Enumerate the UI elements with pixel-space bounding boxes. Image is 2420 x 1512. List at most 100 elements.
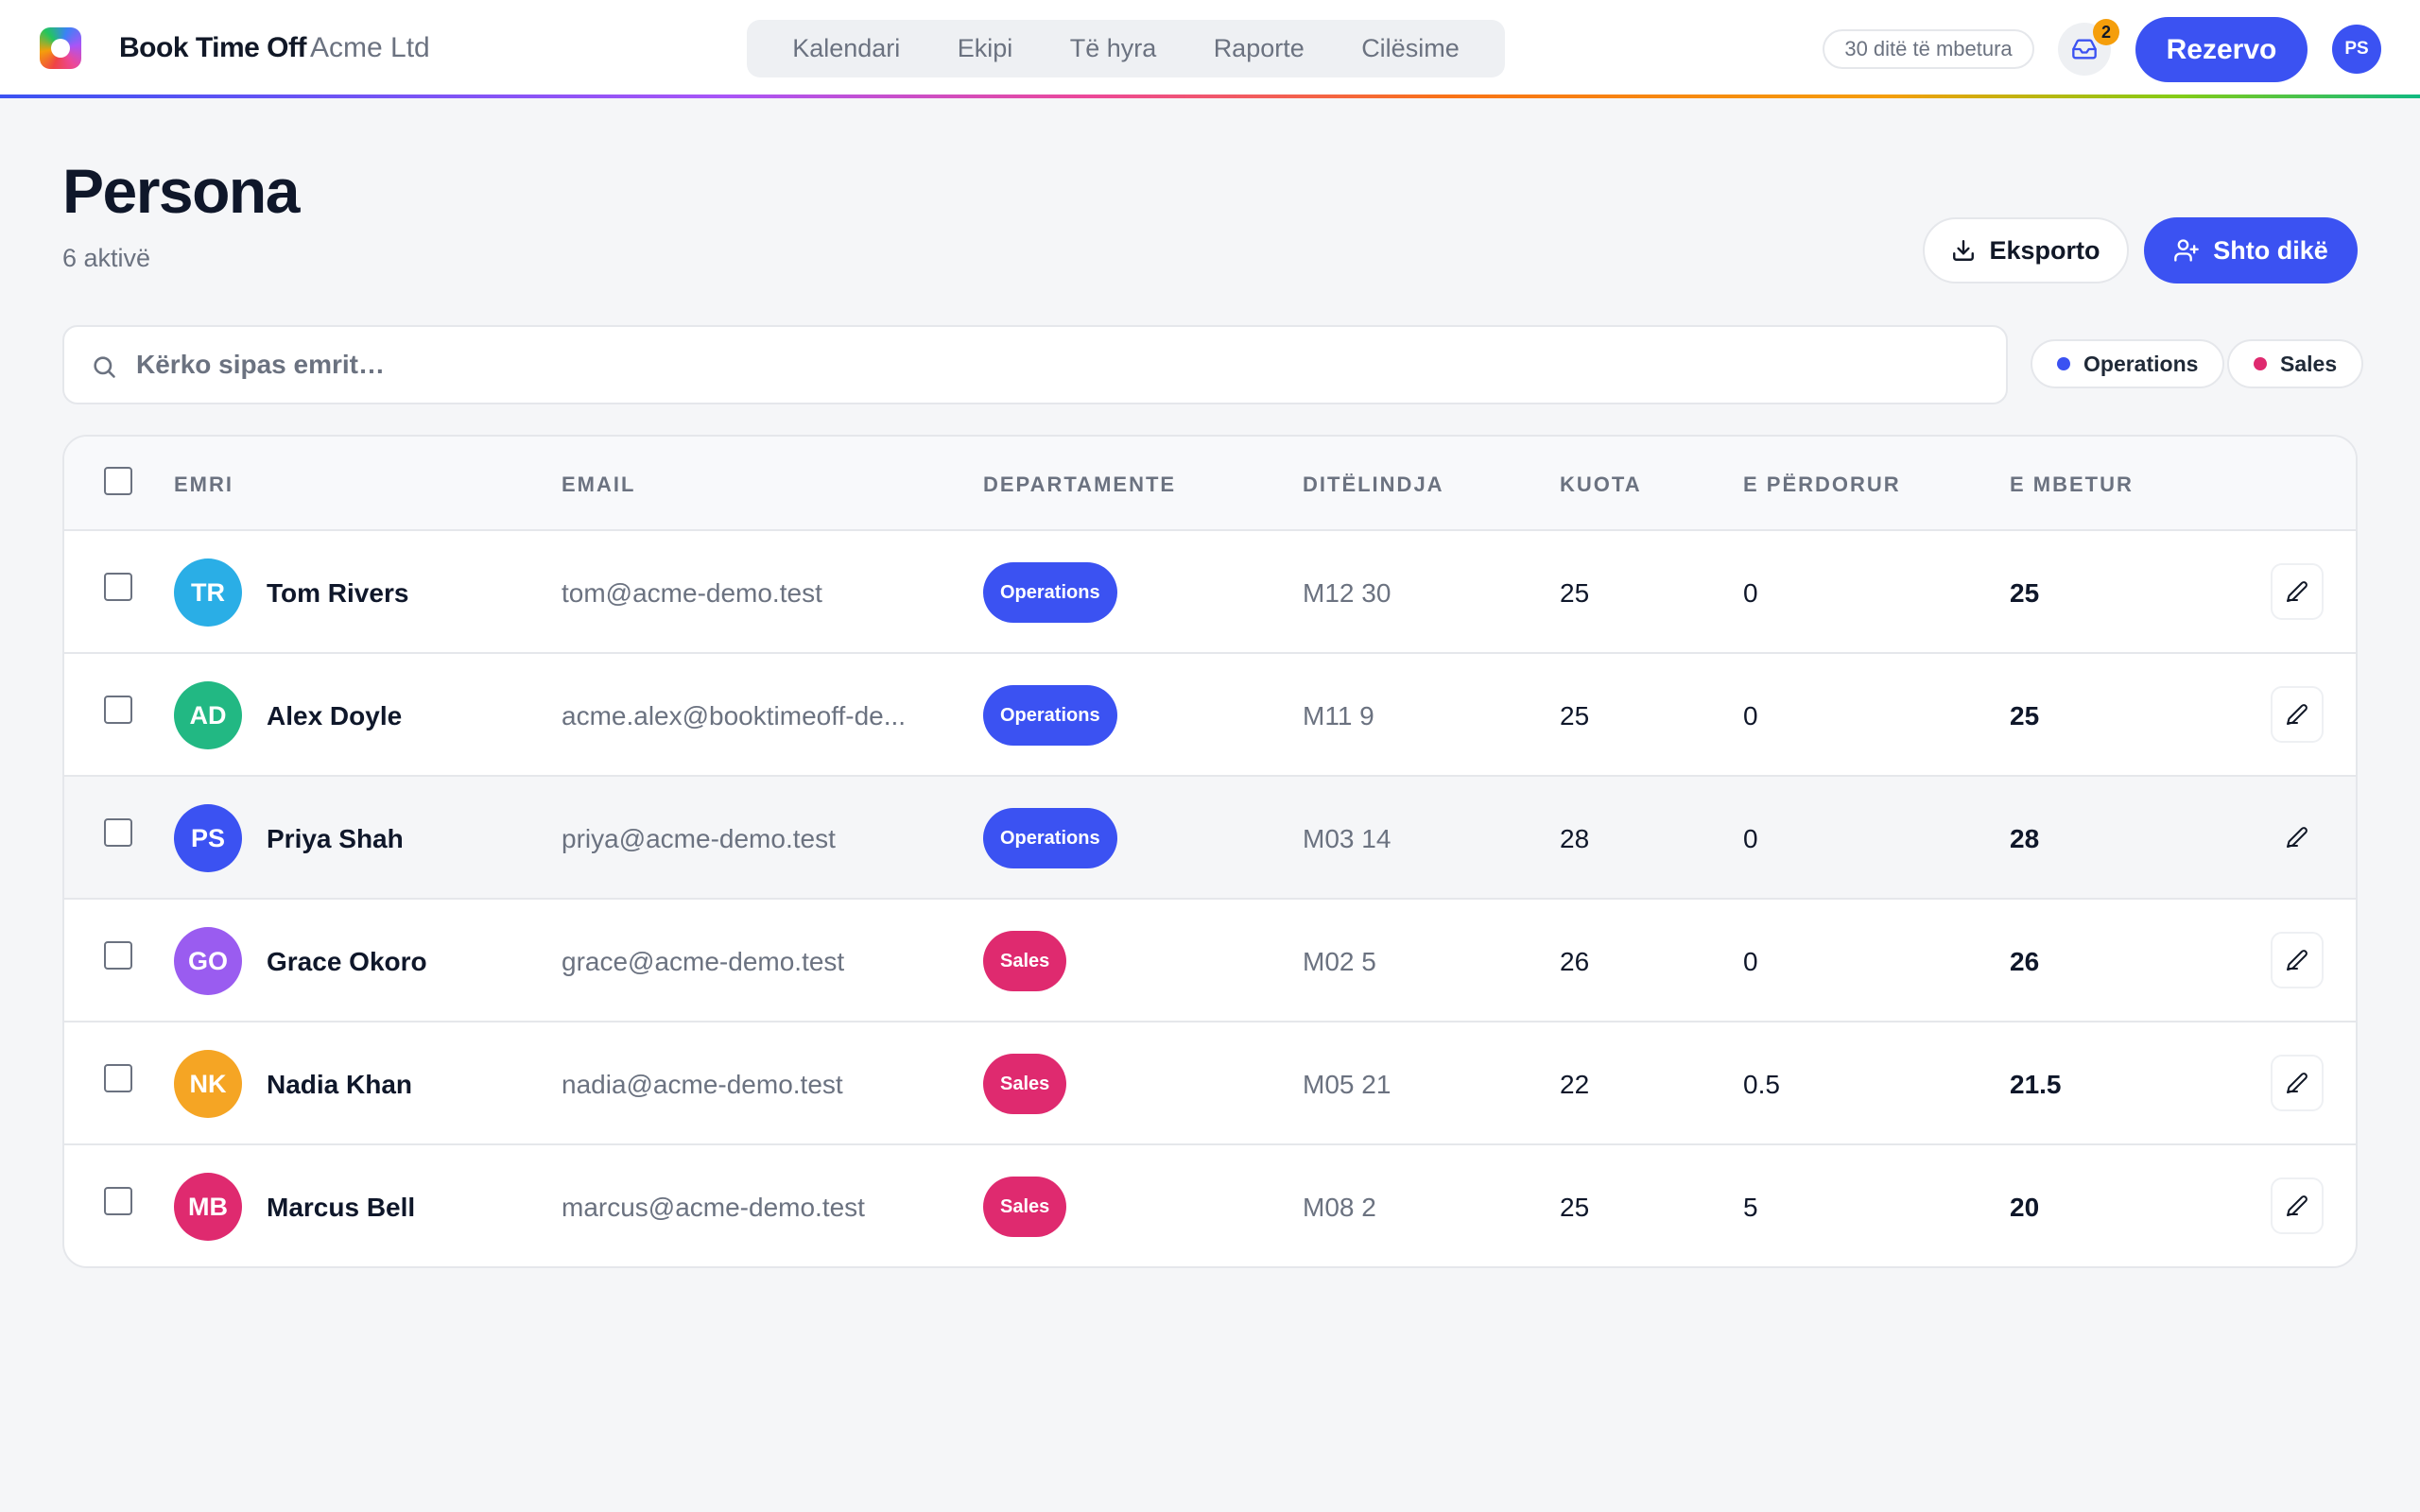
department-badge: Sales: [983, 1177, 1067, 1237]
row-checkbox[interactable]: [104, 818, 132, 847]
person-email: priya@acme-demo.test: [562, 824, 836, 853]
tab-settings[interactable]: Cilësime: [1361, 34, 1460, 62]
book-button[interactable]: Rezervo: [2135, 17, 2308, 82]
pencil-icon: [2287, 1195, 2308, 1216]
edit-button[interactable]: [2271, 563, 2324, 620]
app-name: Book Time Off: [119, 32, 306, 63]
tab-team[interactable]: Ekipi: [957, 34, 1013, 62]
quota: 28: [1560, 824, 1590, 853]
active-count: 6 aktivë: [62, 244, 151, 272]
inbox-count-badge: 2: [2093, 19, 2119, 45]
birthday: M02 5: [1303, 947, 1376, 976]
search-box: [62, 325, 2008, 404]
edit-button[interactable]: [2271, 1055, 2324, 1111]
column-remaining[interactable]: E MBETUR: [2010, 472, 2134, 496]
column-email[interactable]: EMAIL: [562, 472, 636, 496]
pencil-icon: [2287, 581, 2308, 602]
table-row[interactable]: GO Grace Okoro grace@acme-demo.test Sale…: [64, 900, 2356, 1022]
birthday: M05 21: [1303, 1070, 1392, 1099]
avatar: PS: [174, 804, 242, 872]
person-email: acme.alex@booktimeoff-de...: [562, 701, 907, 730]
department-badge: Sales: [983, 1054, 1067, 1114]
avatar: MB: [174, 1173, 242, 1241]
company-name: Acme Ltd: [310, 32, 430, 63]
table-row[interactable]: TR Tom Rivers tom@acme-demo.test Operati…: [64, 531, 2356, 654]
pencil-icon: [2287, 950, 2308, 971]
used: 5: [1743, 1193, 1758, 1222]
person-email: tom@acme-demo.test: [562, 578, 822, 608]
avatar: NK: [174, 1050, 242, 1118]
department-badge: Sales: [983, 931, 1067, 991]
tab-inbox[interactable]: Të hyra: [1069, 34, 1157, 62]
used: 0: [1743, 824, 1758, 853]
table-row[interactable]: MB Marcus Bell marcus@acme-demo.test Sal…: [64, 1145, 2356, 1266]
filter-operations-label: Operations: [2083, 351, 2199, 376]
download-icon: [1953, 240, 1975, 261]
app-logo-icon[interactable]: [40, 27, 81, 69]
header-accent-line: [0, 94, 2420, 98]
filter-sales[interactable]: Sales: [2227, 339, 2364, 388]
edit-button[interactable]: [2271, 686, 2324, 743]
column-quota[interactable]: KUOTA: [1560, 472, 1642, 496]
pencil-icon: [2287, 1073, 2308, 1093]
add-person-label: Shto dikë: [2213, 235, 2328, 265]
quota: 26: [1560, 947, 1590, 976]
sales-dot: [2254, 357, 2267, 370]
used: 0.5: [1743, 1070, 1780, 1099]
quota: 25: [1560, 701, 1590, 730]
remaining: 21.5: [2010, 1070, 2062, 1099]
search-input[interactable]: [136, 340, 1932, 389]
table-header: EMRI EMAIL DEPARTAMENTE DITËLINDJA KUOTA…: [64, 437, 2356, 531]
birthday: M12 30: [1303, 578, 1392, 608]
pencil-icon: [2287, 704, 2308, 725]
select-all-checkbox[interactable]: [104, 467, 132, 495]
department-badge: Operations: [983, 562, 1117, 623]
used: 0: [1743, 701, 1758, 730]
avatar: AD: [174, 681, 242, 749]
page-title: Persona: [62, 156, 300, 226]
column-birthday[interactable]: DITËLINDJA: [1303, 472, 1444, 496]
person-name: Alex Doyle: [267, 701, 403, 730]
main-nav: Kalendari Ekipi Të hyra Raporte Cilësime: [747, 20, 1505, 77]
row-checkbox[interactable]: [104, 573, 132, 601]
person-email: grace@acme-demo.test: [562, 947, 845, 976]
table-row[interactable]: PS Priya Shah priya@acme-demo.test Opera…: [64, 777, 2356, 900]
avatar: GO: [174, 927, 242, 995]
days-remaining-pill: 30 ditë të mbetura: [1823, 29, 2034, 69]
remaining: 25: [2010, 701, 2040, 730]
table-row[interactable]: NK Nadia Khan nadia@acme-demo.test Sales…: [64, 1022, 2356, 1145]
person-email: nadia@acme-demo.test: [562, 1070, 843, 1099]
operations-dot: [2057, 357, 2070, 370]
filter-operations[interactable]: Operations: [2031, 339, 2225, 388]
birthday: M11 9: [1303, 701, 1374, 730]
edit-button[interactable]: [2271, 809, 2324, 866]
row-checkbox[interactable]: [104, 696, 132, 724]
tab-calendar[interactable]: Kalendari: [792, 34, 901, 62]
edit-button[interactable]: [2271, 1177, 2324, 1234]
person-name: Nadia Khan: [267, 1070, 413, 1099]
row-checkbox[interactable]: [104, 1187, 132, 1215]
quota: 25: [1560, 578, 1590, 608]
table-row[interactable]: AD Alex Doyle acme.alex@booktimeoff-de..…: [64, 654, 2356, 777]
column-department[interactable]: DEPARTAMENTE: [983, 472, 1177, 496]
top-bar: Book Time Off Acme Ltd Kalendari Ekipi T…: [0, 0, 2420, 98]
used: 0: [1743, 578, 1758, 608]
export-button[interactable]: Eksporto: [1923, 217, 2129, 284]
person-name: Marcus Bell: [267, 1193, 416, 1222]
column-used[interactable]: E PËRDORUR: [1743, 472, 1901, 496]
column-name[interactable]: EMRI: [174, 472, 233, 496]
department-badge: Operations: [983, 685, 1117, 746]
edit-button[interactable]: [2271, 932, 2324, 988]
person-name: Priya Shah: [267, 824, 404, 853]
row-checkbox[interactable]: [104, 941, 132, 970]
avatar: TR: [174, 558, 242, 627]
user-avatar[interactable]: PS: [2332, 25, 2381, 74]
tab-reports[interactable]: Raporte: [1213, 34, 1305, 62]
remaining: 28: [2010, 824, 2040, 853]
row-checkbox[interactable]: [104, 1064, 132, 1092]
remaining: 20: [2010, 1193, 2040, 1222]
pencil-icon: [2287, 827, 2308, 848]
inbox-icon: [2072, 39, 2097, 60]
people-table: EMRI EMAIL DEPARTAMENTE DITËLINDJA KUOTA…: [62, 435, 2358, 1268]
add-person-button[interactable]: Shto dikë: [2144, 217, 2358, 284]
